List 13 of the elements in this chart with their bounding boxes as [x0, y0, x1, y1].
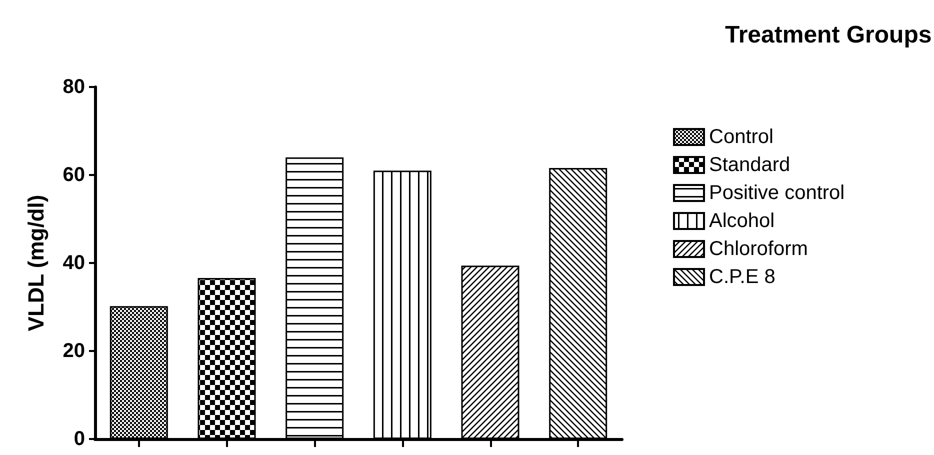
legend-label: Alcohol	[709, 210, 775, 232]
y-tick-label: 0	[74, 428, 85, 450]
y-axis-title: VLDL (mg/dl)	[24, 194, 48, 332]
legend-label: Standard	[709, 154, 790, 176]
y-tick-label: 40	[62, 252, 85, 274]
y-tick-label: 20	[62, 340, 85, 362]
legend-label: Control	[709, 126, 774, 148]
y-tick-label: 60	[62, 164, 85, 186]
legend-title: Treatment Groups	[725, 22, 932, 48]
y-tick-label: 80	[62, 76, 85, 98]
legend-label: Chloroform	[709, 238, 808, 260]
legend-label: Positive control	[709, 182, 845, 204]
legend-label: C.P.E 8	[709, 266, 776, 288]
